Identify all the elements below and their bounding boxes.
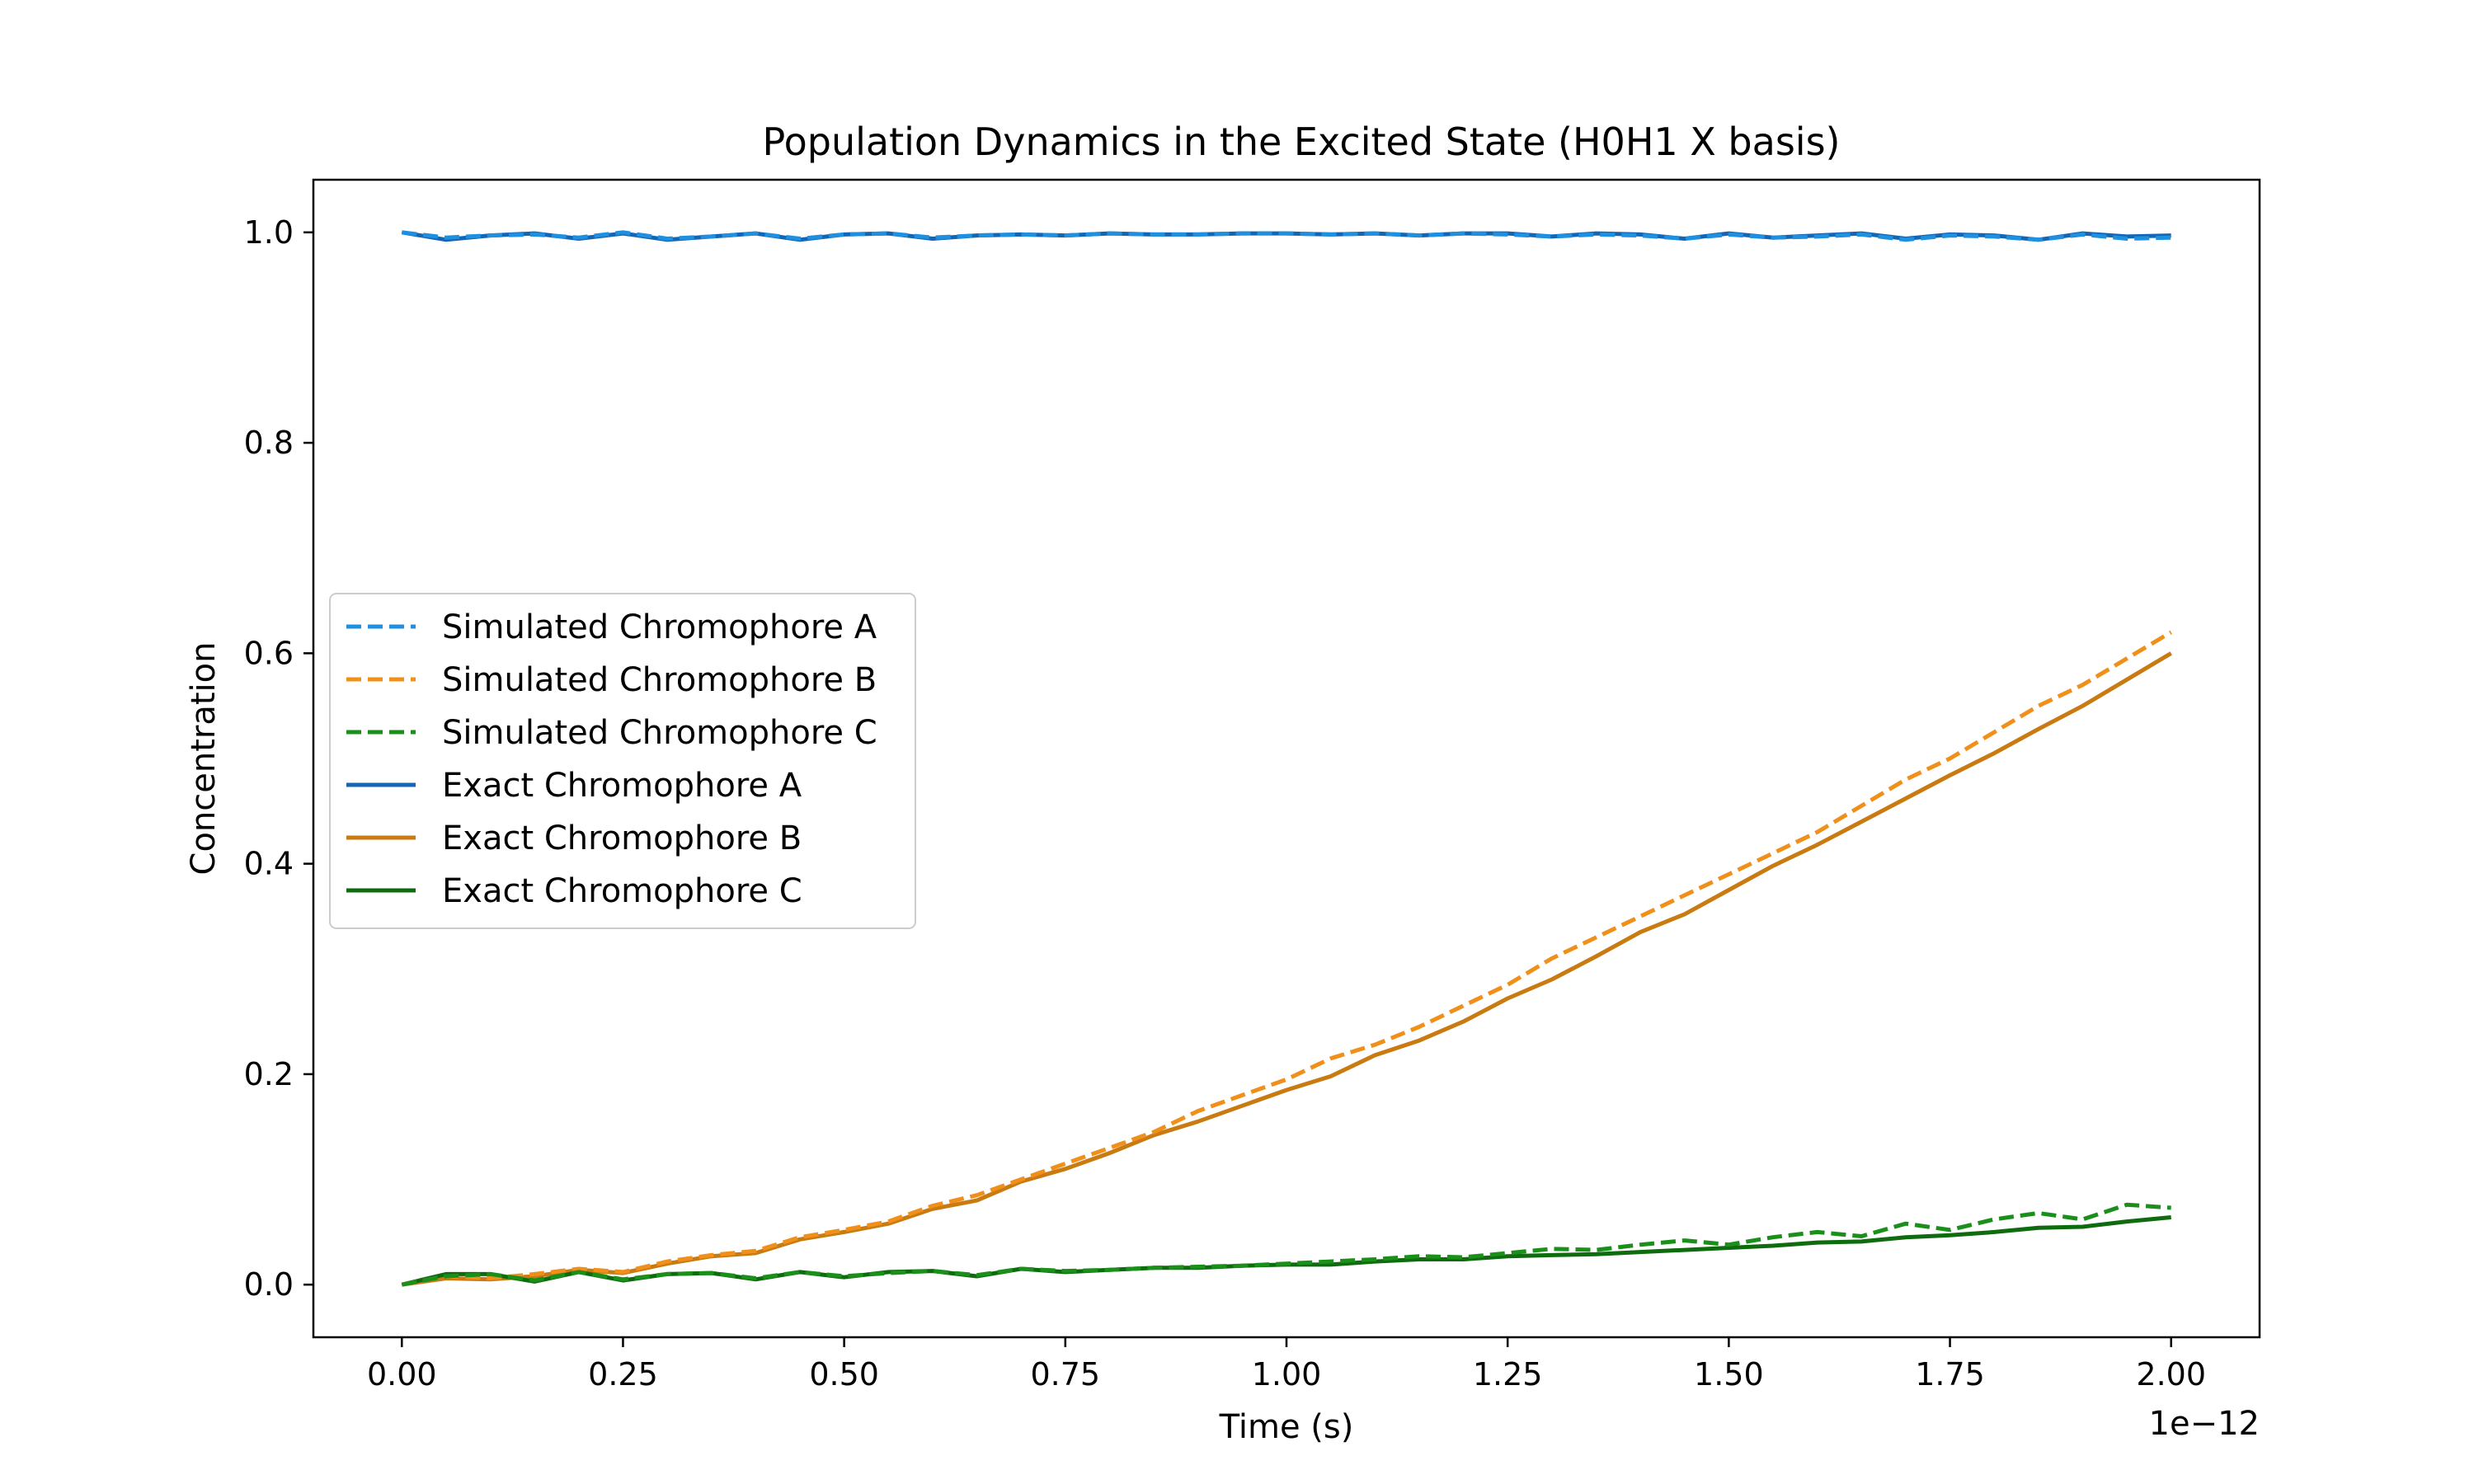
plot-lines <box>401 230 2172 1287</box>
x-tick-label: 1.25 <box>1473 1356 1543 1392</box>
y-tick-label: 1.0 <box>244 214 294 251</box>
legend-label: Simulated Chromophore B <box>442 661 877 699</box>
legend-label: Exact Chromophore C <box>442 872 802 910</box>
y-tick-label: 0.0 <box>244 1266 294 1303</box>
series-line-simulated-chromophore-c <box>401 1202 2171 1287</box>
x-axis-label: Time (s) <box>1219 1408 1354 1446</box>
x-tick-label: 0.75 <box>1031 1356 1101 1392</box>
x-axis-offset-label: 1e−12 <box>2149 1405 2260 1443</box>
x-tick-label: 2.00 <box>2136 1356 2206 1392</box>
x-tick-label: 0.00 <box>367 1356 437 1392</box>
chart-title: Population Dynamics in the Excited State… <box>763 120 1841 164</box>
y-axis: 0.0 0.2 0.4 0.6 0.8 1.0 <box>244 214 313 1303</box>
x-tick-label: 0.25 <box>588 1356 658 1392</box>
y-axis-label: Concentration <box>185 642 223 876</box>
y-tick-label: 0.8 <box>244 425 294 461</box>
legend: Simulated Chromophore A Simulated Chromop… <box>329 593 916 929</box>
y-tick-label: 0.4 <box>244 846 294 882</box>
x-tick-label: 0.50 <box>809 1356 879 1392</box>
legend-label: Simulated Chromophore C <box>442 714 877 752</box>
series-line-exact-chromophore-b <box>401 651 2172 1287</box>
legend-label: Simulated Chromophore A <box>442 608 877 646</box>
y-tick-label: 0.2 <box>244 1056 294 1092</box>
x-tick-label: 1.50 <box>1694 1356 1764 1392</box>
x-tick-label: 1.75 <box>1915 1356 1985 1392</box>
legend-label: Exact Chromophore B <box>442 819 802 857</box>
legend-box <box>329 593 916 929</box>
series-line-simulated-chromophore-a <box>402 230 2171 242</box>
series-line-simulated-chromophore-b <box>401 630 2172 1287</box>
legend-label: Exact Chromophore A <box>442 767 802 805</box>
x-tick-label: 1.00 <box>1252 1356 1322 1392</box>
y-tick-label: 0.6 <box>244 635 294 671</box>
x-axis: 0.00 0.25 0.50 0.75 1.00 1.25 1.50 1.75 2.00 <box>367 1337 2206 1392</box>
